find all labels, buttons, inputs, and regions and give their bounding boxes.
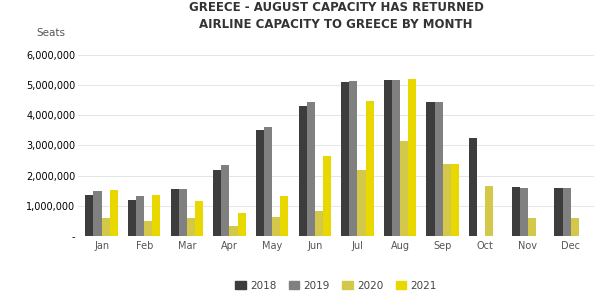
Bar [230, 226, 237, 236]
Bar [451, 164, 459, 236]
Bar [443, 164, 451, 236]
Bar [152, 195, 160, 236]
Bar [280, 196, 288, 236]
Bar [195, 201, 203, 236]
Bar [323, 156, 331, 236]
Bar [264, 127, 272, 236]
Bar [427, 102, 435, 236]
Bar [213, 170, 221, 236]
Bar [272, 217, 280, 236]
Bar [221, 165, 230, 236]
Title: GREECE - AUGUST CAPACITY HAS RETURNED
AIRLINE CAPACITY TO GREECE BY MONTH: GREECE - AUGUST CAPACITY HAS RETURNED AI… [189, 1, 484, 31]
Bar [136, 196, 144, 236]
Bar [358, 170, 365, 236]
Bar [178, 189, 187, 236]
Bar [237, 213, 246, 236]
Bar [307, 102, 315, 236]
Text: Seats: Seats [37, 28, 66, 38]
Bar [256, 130, 264, 236]
Bar [128, 200, 136, 236]
Bar [408, 79, 416, 236]
Bar [554, 188, 563, 236]
Bar [563, 188, 570, 236]
Bar [520, 188, 528, 236]
Bar [171, 189, 178, 236]
Bar [512, 187, 520, 236]
Bar [144, 221, 152, 236]
Bar [341, 82, 349, 236]
Bar [570, 218, 579, 236]
Legend: 2018, 2019, 2020, 2021: 2018, 2019, 2020, 2021 [231, 277, 441, 295]
Bar [94, 191, 102, 236]
Bar [315, 211, 323, 236]
Bar [469, 138, 477, 236]
Bar [102, 218, 109, 236]
Bar [299, 106, 307, 236]
Bar [486, 186, 493, 236]
Bar [109, 190, 118, 236]
Bar [384, 80, 392, 236]
Bar [435, 102, 443, 236]
Bar [85, 195, 94, 236]
Bar [528, 218, 536, 236]
Bar [392, 80, 400, 236]
Bar [365, 101, 374, 236]
Bar [400, 141, 408, 236]
Bar [187, 218, 195, 236]
Bar [349, 81, 358, 236]
